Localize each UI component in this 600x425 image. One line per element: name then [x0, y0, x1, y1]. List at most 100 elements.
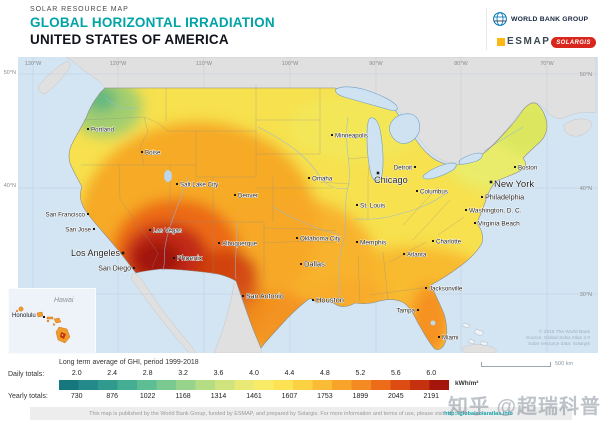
city-los-angeles: Los Angeles [71, 248, 125, 258]
world-bank-logo: WORLD BANK GROUP [492, 11, 588, 27]
page-subtitle: UNITED STATES OF AMERICA [30, 32, 229, 47]
bahamas [461, 322, 489, 347]
city-dot [425, 287, 427, 289]
daily-tick-value: 3.6 [213, 370, 224, 377]
axis-label: 50°N [3, 70, 16, 76]
region-label-hawaii: Hawai [54, 297, 74, 304]
city-dot [414, 166, 416, 168]
city-san-diego: San Diego [98, 265, 135, 273]
city-minneapolis: Minneapolis [331, 132, 368, 140]
city-dot [173, 257, 175, 259]
yearly-tick-value: 1899 [352, 393, 369, 400]
axis-label: 40°N [580, 186, 592, 192]
us-irradiation-map: 130°W 120°W 110°W 100°W 90°W 80°W 70°W 50°N 40°N… [18, 57, 598, 353]
nova-scotia [563, 118, 592, 137]
city-salt-lake-city: Salt Lake City [176, 181, 220, 189]
city-omaha: Omaha [308, 175, 333, 183]
city-dot [149, 229, 151, 231]
city-san-antonio: San Antonio [242, 293, 284, 301]
esmap-wordmark: ESMAP [507, 36, 551, 47]
axis-label: 50°N [580, 72, 592, 78]
axis-label: 70°W [540, 61, 554, 67]
solargis-badge: SOLARGIS [551, 37, 596, 48]
footer-link[interactable]: http://globalsolaratlas.info [444, 410, 513, 417]
city-label: San Antonio [246, 293, 284, 300]
city-boise: Boise [141, 149, 161, 157]
city-memphis: Memphis [356, 239, 388, 247]
city-dot [403, 253, 405, 255]
city-label: Chicago [374, 175, 408, 185]
yearly-tick-value: 2191 [423, 393, 440, 400]
city-label: Miami [442, 334, 459, 341]
city-oklahoma-city: Oklahoma City [296, 235, 342, 243]
city-dot [87, 213, 89, 215]
legend-unit: kWh/m² [455, 380, 479, 387]
scale-bar-label: 500 km [555, 361, 574, 367]
legend-title: Long term average of GHI, period 1999-20… [59, 359, 199, 366]
yearly-tick-value: 1022 [139, 393, 156, 400]
city-label: Salt Lake City [180, 181, 219, 188]
city-denver: Denver [234, 192, 258, 200]
city-label: San Diego [98, 265, 131, 272]
city-dot [93, 228, 95, 230]
daily-tick-value: 4.8 [320, 370, 330, 377]
city-dot [465, 209, 467, 211]
axis-label: 30°N [580, 292, 592, 298]
yearly-tick-value: 1168 [175, 393, 191, 400]
daily-tick-value: 5.6 [390, 370, 401, 377]
daily-tick-value: 6.0 [426, 370, 437, 377]
yearly-tick-value: 730 [70, 393, 83, 400]
globe-icon [493, 12, 507, 26]
esmap-square-icon [497, 37, 505, 46]
big-island-peak [61, 334, 64, 336]
city-dot [474, 222, 476, 224]
axis-label: 110°W [196, 61, 213, 67]
city-label: Tampa [396, 307, 415, 314]
daily-tick-value: 3.2 [178, 370, 188, 377]
city-label: Jacksonville [429, 285, 463, 292]
city-dot [356, 241, 358, 243]
hawaii-islands-map [15, 306, 71, 344]
city-dot [121, 251, 125, 255]
yearly-tick-value: 1753 [317, 393, 333, 400]
city-label: Dallas [304, 259, 325, 268]
map-credits: © 2019 The World Bank Source: Global Sol… [526, 330, 590, 348]
legend-daily-label: Daily totals: [8, 371, 45, 378]
credit-line: Solar resource data: Solargis [528, 342, 590, 347]
city-label: Atlanta [407, 251, 427, 258]
lake-erie [422, 162, 457, 180]
yearly-tick-value: 1314 [210, 393, 227, 400]
city-houston: Houston [312, 295, 344, 305]
city-dot [356, 204, 358, 206]
city-philadelphia: Philadelphia [481, 192, 525, 202]
daily-tick-value: 5.2 [355, 370, 366, 377]
city-label: Phoenix [177, 255, 203, 262]
city-dot [87, 128, 89, 130]
city-las-vegas: Las Vegas [149, 227, 182, 235]
scale-bar: 500 km [481, 361, 573, 367]
city-dot [376, 171, 380, 175]
city-label: Las Vegas [153, 227, 182, 234]
city-phoenix: Phoenix [173, 255, 203, 263]
city-dot [300, 263, 302, 265]
city-dot [296, 237, 298, 239]
city-san-francisco: San Francisco [45, 211, 89, 219]
lake-okeechobee [430, 320, 436, 326]
header-divider [486, 8, 487, 50]
city-dot [234, 194, 236, 196]
daily-tick-value: 2.8 [142, 370, 153, 377]
baja-california [131, 273, 196, 353]
scale-bar-line [481, 362, 551, 367]
axis-label: 100°W [282, 61, 299, 67]
axis-label: 90°W [369, 61, 383, 67]
legend-yearly-values: 730 876 1022 1168 1314 1461 1607 1753 1899 2045 21… [59, 393, 449, 401]
city-label-honolulu: Honolulu [12, 313, 36, 319]
credit-line: Source: Global Solar Atlas 2.0 [526, 336, 590, 341]
daily-tick-value: 2.0 [71, 370, 82, 377]
world-bank-wordmark: WORLD BANK GROUP [511, 15, 589, 23]
city-washington-dc: Washington, D. C. [465, 207, 522, 215]
city-label: Philadelphia [485, 192, 524, 201]
city-dot [312, 299, 314, 301]
city-st-louis: St. Louis [356, 202, 386, 210]
city-dot [481, 196, 483, 198]
